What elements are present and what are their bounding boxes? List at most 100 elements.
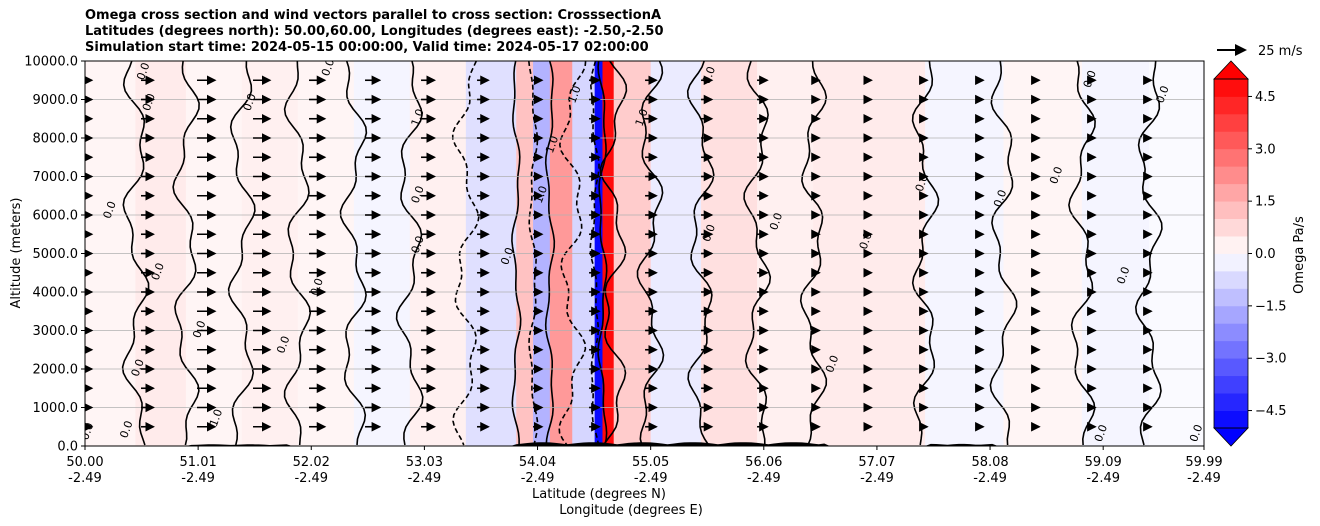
x-tick-label-lat: 52.02 <box>293 455 330 470</box>
x-tick-label-lat: 59.09 <box>1085 455 1122 470</box>
y-tick-label: 9000.0 <box>33 93 79 108</box>
contour-line <box>395 61 424 446</box>
x-axis-label-lon: Longitude (degrees E) <box>559 503 703 518</box>
x-tick-label-lon: -2.49 <box>860 471 894 486</box>
contour-label: 0.0 <box>308 277 326 298</box>
colorbar-step <box>1214 358 1248 377</box>
wind-vectors <box>85 75 1153 432</box>
x-tick-label-lat: 56.06 <box>745 455 782 470</box>
contour-line <box>339 61 368 446</box>
x-tick-label-lon: -2.49 <box>408 471 442 486</box>
contour-label: 0.0 <box>1114 265 1132 286</box>
colorbar-step <box>1214 218 1248 237</box>
colorbar-tick-label: −3.0 <box>1255 352 1287 367</box>
x-axis-label-lat: Latitude (degrees N) <box>532 487 666 502</box>
contour-label: 0.0 <box>409 184 427 205</box>
contour-label: 1.0 <box>633 107 651 128</box>
colorbar-extend-min <box>1213 427 1249 447</box>
x-tick-label-lat: 50.00 <box>66 455 103 470</box>
contour-line <box>511 61 522 445</box>
contour-label: 0.0 <box>78 421 96 442</box>
contour-label: 1.0 <box>532 184 550 205</box>
colorbar-label: Omega Pa/s <box>1292 216 1307 294</box>
contour-label: 0.0 <box>134 61 152 82</box>
x-tick-label-lat: 57.07 <box>858 455 895 470</box>
contour-line <box>599 61 628 446</box>
contour-label: 0.0 <box>1154 84 1172 105</box>
contour-label: 1.0 <box>565 84 583 105</box>
x-tick-label-lon: -2.49 <box>68 471 102 486</box>
y-tick-label: 1000.0 <box>33 401 79 416</box>
y-tick-label: 3000.0 <box>33 324 79 339</box>
colorbar-extend-max <box>1213 60 1249 80</box>
colorbar-step <box>1214 236 1248 254</box>
contour-label: 0.0 <box>117 419 135 440</box>
contour-line <box>283 61 312 446</box>
contour-label: 0.0 <box>1081 69 1099 90</box>
colorbar-step <box>1214 253 1248 272</box>
x-tick-label-lat: 54.04 <box>519 455 556 470</box>
colorbar-step <box>1214 148 1248 167</box>
colorbar: 4.5 3.0 1.5 0.0 −1.5 −3.0 −4.5 <box>1213 60 1287 447</box>
contour-labels: 0.0 0.0 0.0 0.0 0.0 0.0 0.0 0.0 0.0 0.0 1.0 0.0 0.0 0… <box>78 61 1205 444</box>
colorbar-step <box>1214 375 1248 394</box>
contour-label: 1.0 <box>543 134 561 155</box>
colorbar-step <box>1214 393 1248 411</box>
colorbar-step <box>1214 96 1248 115</box>
contour-label: 0.0 <box>857 230 875 251</box>
colorbar-tick-label: 0.0 <box>1255 247 1276 262</box>
contour-label: 0.0 <box>241 92 259 113</box>
contour-label: 0.0 <box>1187 423 1205 444</box>
colorbar-tick-label: 4.5 <box>1255 90 1276 105</box>
y-tick-label: 0.0 <box>57 440 78 455</box>
contour-label: 0.0 <box>409 234 427 255</box>
colorbar-step <box>1214 201 1248 219</box>
contour-label: 0.0 <box>1047 165 1065 186</box>
contour-line <box>227 61 256 446</box>
x-tick-label-lon: -2.49 <box>973 471 1007 486</box>
colorbar-tick-label: 1.5 <box>1255 195 1276 210</box>
chart-title-line-3: Simulation start time: 2024-05-15 00:00:… <box>85 40 649 55</box>
colorbar-step <box>1214 79 1248 97</box>
quiver-key: 25 m/s <box>1217 44 1303 59</box>
gridlines <box>85 99 1204 408</box>
x-tick-label-lon: -2.49 <box>1187 471 1221 486</box>
colorbar-step <box>1214 305 1248 324</box>
colorbar-step <box>1214 323 1248 342</box>
colorbar-tick-label: 3.0 <box>1255 142 1276 157</box>
chart-title-line-2: Latitudes (degrees north): 50.00,60.00, … <box>85 24 664 39</box>
x-tick-label-lon: -2.49 <box>181 471 215 486</box>
contour-label: 1.0 <box>207 407 225 428</box>
contour-label: 0.0 <box>140 92 158 113</box>
contour-line <box>1068 61 1096 446</box>
contour-label: 0.0 <box>767 211 785 232</box>
contour-line <box>686 61 715 446</box>
colorbar-tick-label: −4.5 <box>1255 404 1287 419</box>
colorbar-step <box>1214 113 1248 132</box>
contour-label: 0.0 <box>700 223 718 244</box>
contour-label: 0.0 <box>101 200 119 221</box>
contour-label: 0.0 <box>991 188 1009 209</box>
contour-label: 0.0 <box>1092 423 1110 444</box>
x-axis: 50.00-2.4951.01-2.4952.02-2.4953.03-2.49… <box>66 446 1223 486</box>
y-tick-label: 10000.0 <box>24 55 78 70</box>
contour-label: 0.0 <box>190 319 208 340</box>
contour-line <box>451 61 480 446</box>
contour-line <box>544 61 556 446</box>
contour-label: 0.0 <box>129 357 147 378</box>
contour-label: 0.0 <box>274 334 292 355</box>
colorbar-step <box>1214 410 1248 429</box>
contour-label: 0.0 <box>700 65 718 86</box>
x-tick-label-lat: 59.99 <box>1185 455 1222 470</box>
x-tick-label-lon: -2.49 <box>1086 471 1120 486</box>
contour-label: 0.0 <box>823 354 841 375</box>
colorbar-step <box>1214 183 1248 202</box>
y-axis-label: Altitude (meters) <box>9 198 24 309</box>
colorbar-tick-label: −1.5 <box>1255 299 1287 314</box>
x-tick-label-lat: 51.01 <box>180 455 217 470</box>
x-tick-label-lat: 55.05 <box>632 455 669 470</box>
y-tick-label: 7000.0 <box>33 170 79 185</box>
x-tick-label-lon: -2.49 <box>747 471 781 486</box>
terrain-fill <box>85 442 1204 446</box>
